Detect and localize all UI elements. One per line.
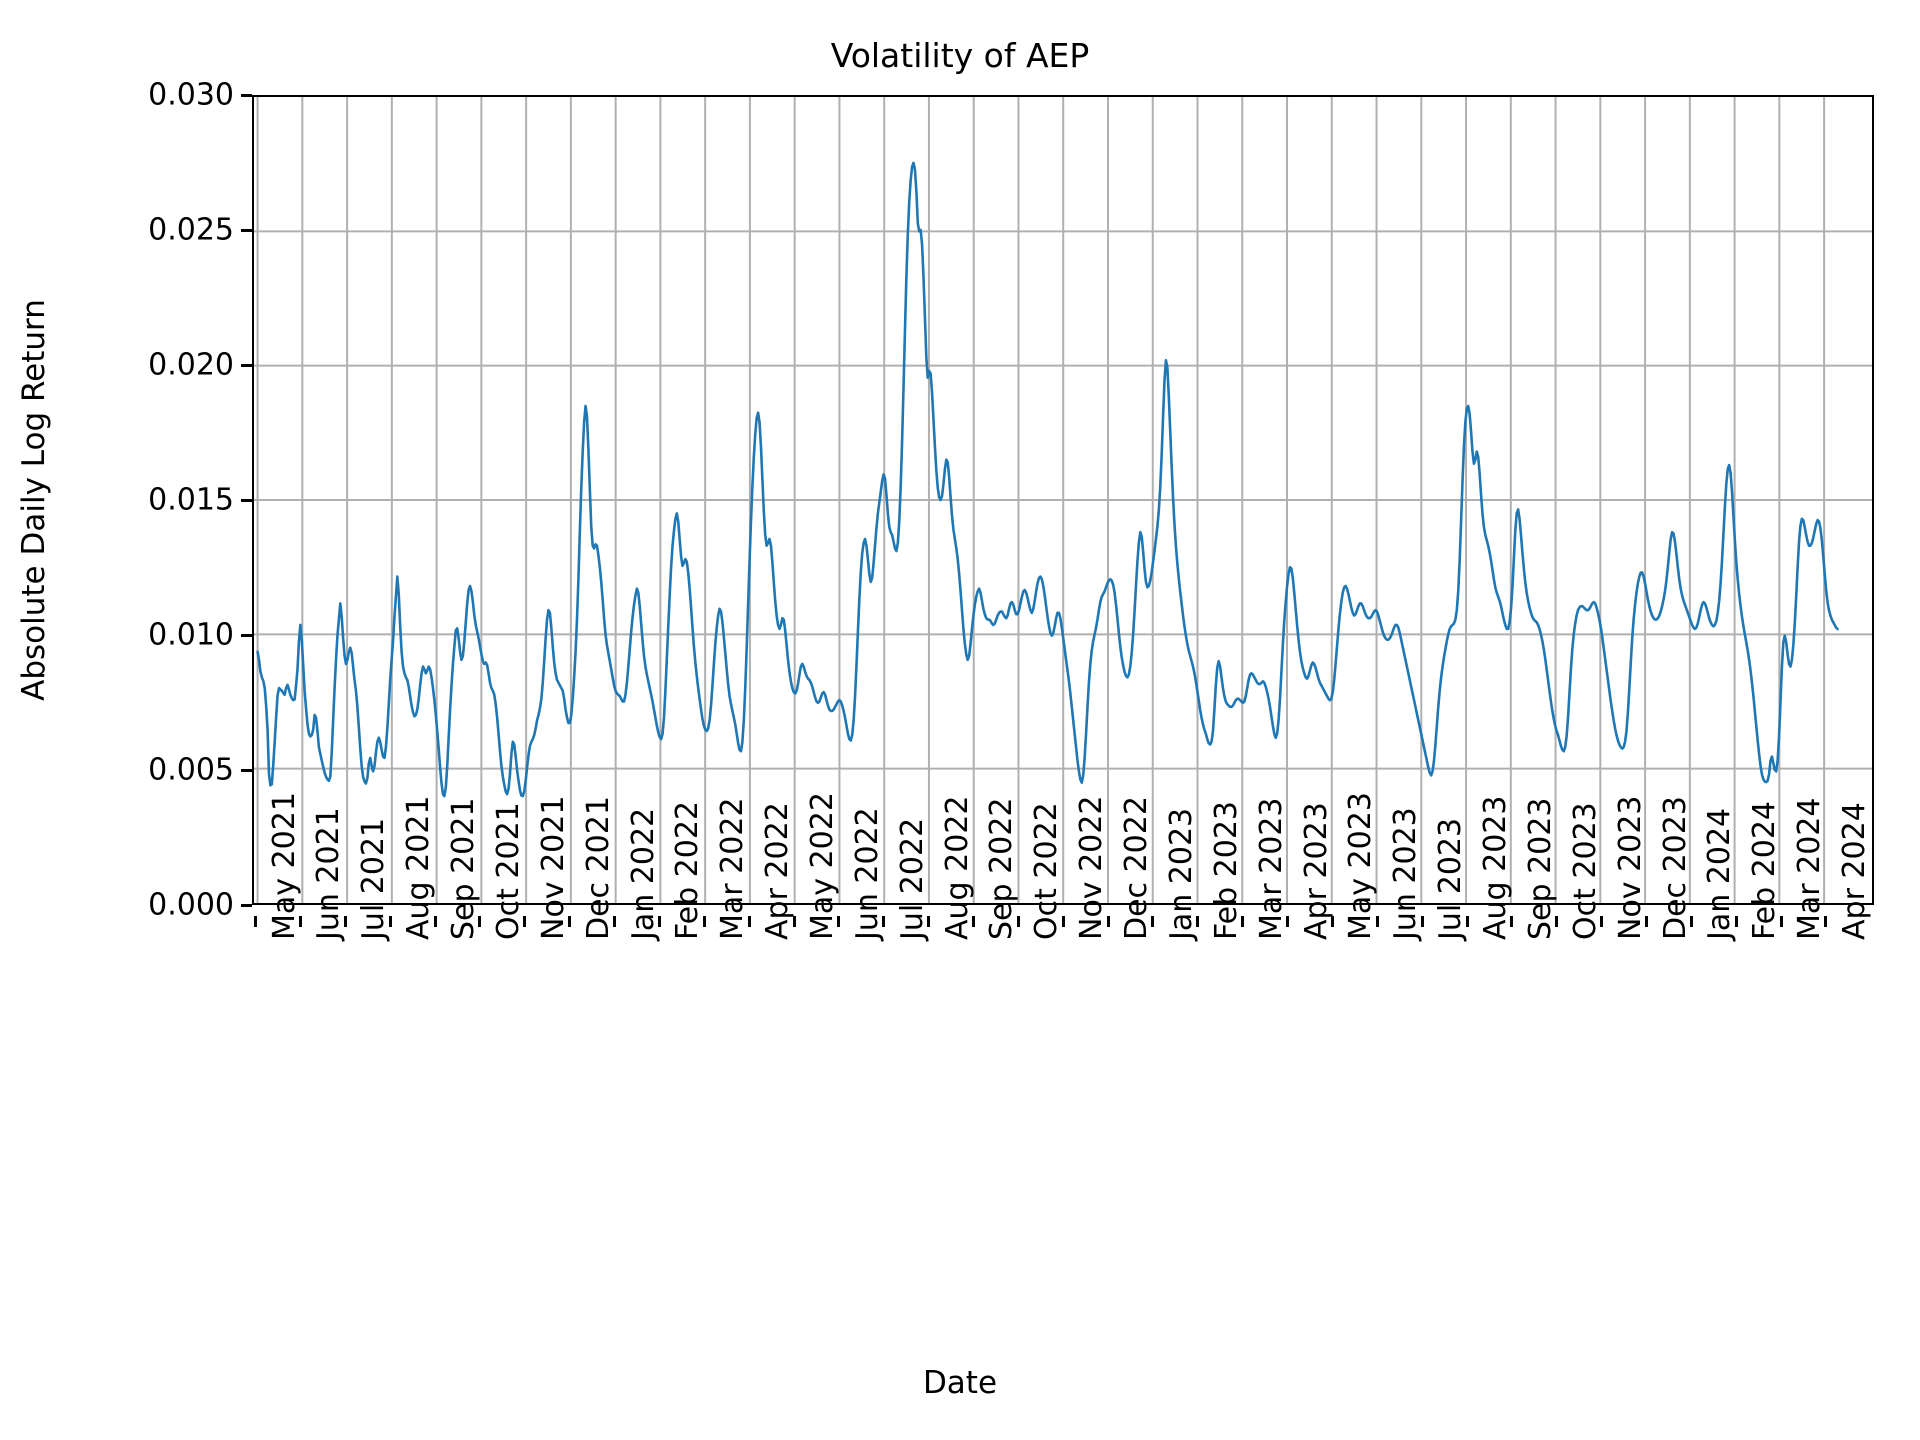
x-axis-tick-label: Feb 2022 xyxy=(670,801,706,940)
x-axis-tick-mark xyxy=(343,916,347,927)
x-axis-tick-label: Jun 2021 xyxy=(311,807,347,940)
x-axis-tick-label: Jul 2021 xyxy=(356,817,392,940)
x-axis-tick-label: Aug 2021 xyxy=(401,795,437,940)
x-axis-tick-label: May 2021 xyxy=(266,792,302,940)
x-axis-tick-label: Sep 2022 xyxy=(984,797,1020,940)
x-axis-tick-mark xyxy=(433,916,437,927)
x-axis-tick-mark xyxy=(523,916,527,927)
x-axis-tick-mark xyxy=(298,916,302,927)
volatility-line-series xyxy=(254,97,1872,903)
y-axis-tick-label: 0.030 xyxy=(148,77,234,113)
x-axis-tick-label: Jul 2022 xyxy=(894,817,930,940)
x-axis-tick-mark xyxy=(1779,916,1783,927)
y-axis-tick-label: 0.020 xyxy=(148,347,234,383)
x-axis-tick-mark xyxy=(478,916,482,927)
x-axis-tick-label: Dec 2021 xyxy=(580,796,616,940)
x-axis-tick-mark xyxy=(1689,916,1693,927)
x-axis-tick-mark xyxy=(1375,916,1379,927)
x-axis-tick-label: Jan 2023 xyxy=(1163,807,1199,940)
x-axis-tick-label: Oct 2023 xyxy=(1567,802,1603,940)
x-axis-tick-label: Mar 2023 xyxy=(1253,797,1289,941)
y-axis-tick-mark xyxy=(241,768,252,772)
x-axis-tick-mark xyxy=(657,916,661,927)
data-line xyxy=(258,163,1838,796)
y-axis-tick-mark xyxy=(241,498,252,502)
x-axis-tick-mark xyxy=(702,916,706,927)
x-axis-tick-label: Mar 2022 xyxy=(715,797,751,941)
x-axis-tick-mark xyxy=(1330,916,1334,927)
x-axis-tick-mark xyxy=(1645,916,1649,927)
x-axis-tick-label: May 2023 xyxy=(1343,792,1379,940)
x-axis-tick-label: Apr 2022 xyxy=(760,802,796,940)
x-axis-tick-mark xyxy=(613,916,617,927)
x-axis-tick-mark xyxy=(1151,916,1155,927)
x-axis-tick-mark xyxy=(1061,916,1065,927)
x-axis-tick-label: Oct 2021 xyxy=(490,802,526,940)
y-axis-tick-mark xyxy=(241,903,252,907)
x-axis-tick-mark xyxy=(1465,916,1469,927)
x-axis-tick-label: Feb 2024 xyxy=(1747,801,1783,940)
x-axis-tick-mark xyxy=(1510,916,1514,927)
x-axis-tick-mark xyxy=(254,916,258,927)
x-axis-tick-mark xyxy=(837,916,841,927)
x-axis-tick-mark xyxy=(1734,916,1738,927)
x-axis-tick-label: Aug 2022 xyxy=(939,795,975,940)
x-axis-tick-label: Jul 2023 xyxy=(1433,817,1469,940)
x-axis-tick-label: Dec 2023 xyxy=(1657,796,1693,940)
x-axis-tick-mark xyxy=(747,916,751,927)
x-axis-tick-label: Jan 2022 xyxy=(625,807,661,940)
x-axis-tick-label: Mar 2024 xyxy=(1792,797,1828,941)
page-title: Volatility of AEP xyxy=(830,36,1090,75)
y-axis-tick-label: 0.000 xyxy=(148,887,234,923)
x-axis-tick-label: Oct 2022 xyxy=(1029,802,1065,940)
x-axis-label: Date xyxy=(922,1365,998,1401)
grid-lines xyxy=(254,97,1872,903)
x-axis-tick-mark xyxy=(1286,916,1290,927)
x-axis-tick-mark xyxy=(1016,916,1020,927)
y-axis-tick-mark xyxy=(241,93,252,97)
x-axis-tick-mark xyxy=(882,916,886,927)
x-axis-tick-label: Jun 2023 xyxy=(1388,807,1424,940)
x-axis-tick-mark xyxy=(927,916,931,927)
y-axis-tick-mark xyxy=(241,633,252,637)
x-axis-tick-labels: May 2021 Jun 2021 Jul 2021 Aug 2021 Sep 2021… xyxy=(252,792,1874,1336)
x-axis-tick-label: May 2022 xyxy=(805,792,840,940)
plot-area xyxy=(252,95,1874,905)
x-axis-tick-label: Aug 2023 xyxy=(1478,795,1514,940)
x-axis-tick-label: Nov 2021 xyxy=(535,795,571,940)
x-axis-tick-mark xyxy=(1196,916,1200,927)
x-axis-tick-mark xyxy=(1106,916,1110,927)
x-axis-tick-mark xyxy=(792,916,796,927)
x-axis-tick-label: Dec 2022 xyxy=(1119,796,1155,940)
y-axis-tick-label: 0.015 xyxy=(148,482,234,518)
x-axis-tick-mark xyxy=(971,916,975,927)
y-axis-tick-label: 0.025 xyxy=(148,212,234,248)
x-axis-tick-label: Apr 2023 xyxy=(1298,802,1334,940)
x-axis-tick-label: Nov 2023 xyxy=(1612,795,1648,940)
x-axis-tick-label: Feb 2023 xyxy=(1208,801,1244,940)
x-axis-tick-label: Apr 2024 xyxy=(1836,802,1872,940)
x-axis-tick-label: Jun 2022 xyxy=(849,807,885,940)
x-axis-tick-mark xyxy=(1824,916,1828,927)
x-axis-tick-mark xyxy=(1420,916,1424,927)
x-axis-tick-mark xyxy=(568,916,572,927)
x-axis-tick-label: Sep 2023 xyxy=(1522,797,1558,940)
y-axis-tick-label: 0.010 xyxy=(148,617,234,653)
x-axis-tick-mark xyxy=(1241,916,1245,927)
x-axis-tick-mark xyxy=(1600,916,1604,927)
x-axis-tick-mark xyxy=(1555,916,1559,927)
x-axis-tick-mark xyxy=(388,916,392,927)
y-axis-tick-label: 0.005 xyxy=(148,752,234,788)
y-axis-tick-mark xyxy=(241,228,252,232)
x-axis-tick-label: Jan 2024 xyxy=(1702,807,1738,940)
x-axis-tick-label: Nov 2022 xyxy=(1074,795,1110,940)
y-axis-tick-mark xyxy=(241,363,252,367)
x-axis-tick-label: Sep 2021 xyxy=(446,797,482,940)
